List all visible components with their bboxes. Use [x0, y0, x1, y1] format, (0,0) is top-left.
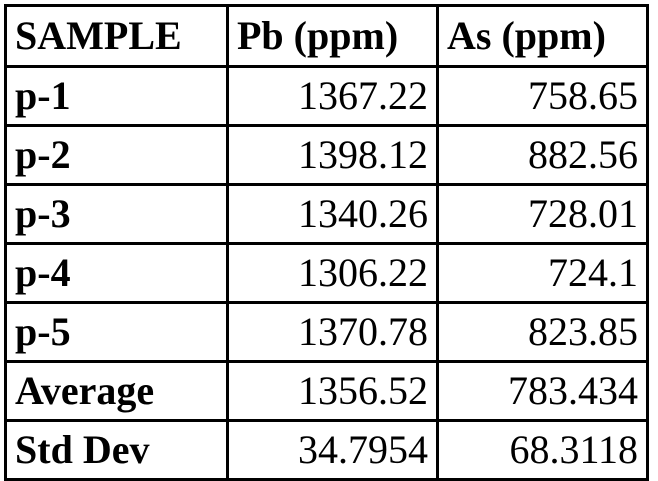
std-dev-pb: 34.7954 [226, 419, 439, 481]
sample-cell: p-4 [4, 242, 229, 304]
table-row: p-1 1367.22 758.65 [4, 65, 649, 127]
header-pb: Pb (ppm) [226, 4, 439, 68]
as-cell: 823.85 [436, 301, 649, 363]
pb-cell: 1340.26 [226, 183, 439, 245]
pb-cell: 1306.22 [226, 242, 439, 304]
pb-cell: 1398.12 [226, 124, 439, 186]
average-as: 783.434 [436, 360, 649, 422]
pb-cell: 1367.22 [226, 65, 439, 127]
header-sample: SAMPLE [4, 4, 229, 68]
sample-cell: p-2 [4, 124, 229, 186]
sample-cell: p-1 [4, 65, 229, 127]
header-as: As (ppm) [436, 4, 649, 68]
table-row: p-4 1306.22 724.1 [4, 242, 649, 304]
table-row-average: Average 1356.52 783.434 [4, 360, 649, 422]
pb-cell: 1370.78 [226, 301, 439, 363]
average-label: Average [4, 360, 229, 422]
sample-cell: p-5 [4, 301, 229, 363]
table-row: p-3 1340.26 728.01 [4, 183, 649, 245]
table-header-row: SAMPLE Pb (ppm) As (ppm) [4, 4, 649, 68]
as-cell: 758.65 [436, 65, 649, 127]
as-cell: 728.01 [436, 183, 649, 245]
std-dev-label: Std Dev [4, 419, 229, 481]
as-cell: 724.1 [436, 242, 649, 304]
as-cell: 882.56 [436, 124, 649, 186]
average-pb: 1356.52 [226, 360, 439, 422]
table-row: p-2 1398.12 882.56 [4, 124, 649, 186]
table-row: p-5 1370.78 823.85 [4, 301, 649, 363]
data-table: SAMPLE Pb (ppm) As (ppm) p-1 1367.22 758… [4, 4, 649, 481]
table-row-std-dev: Std Dev 34.7954 68.3118 [4, 419, 649, 481]
std-dev-as: 68.3118 [436, 419, 649, 481]
sample-cell: p-3 [4, 183, 229, 245]
